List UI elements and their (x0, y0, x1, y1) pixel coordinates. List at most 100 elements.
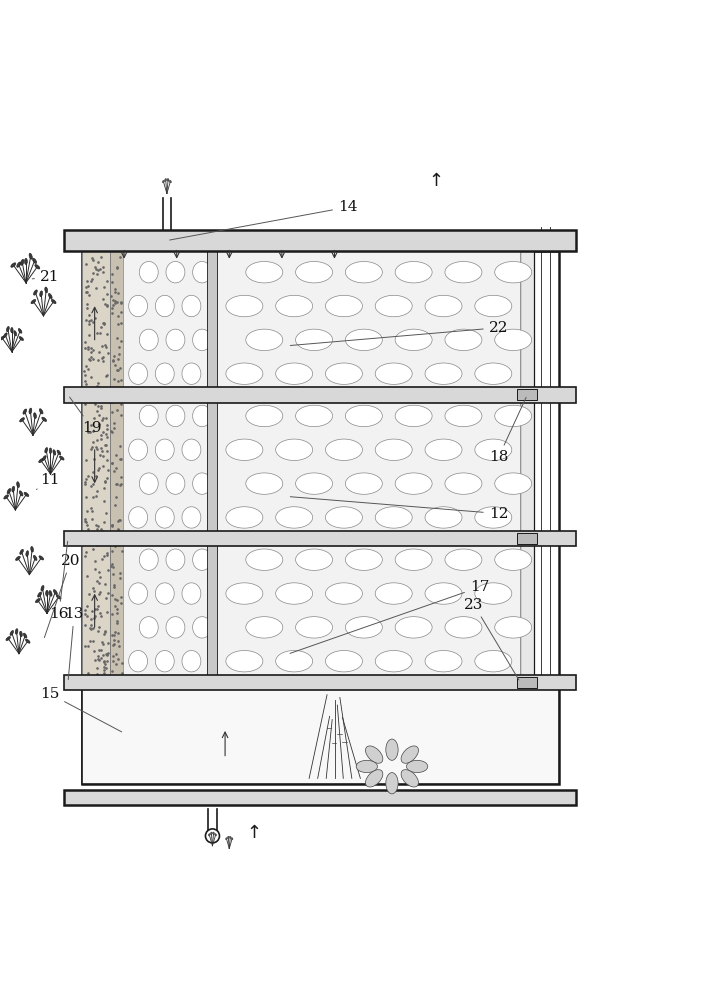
Point (82, 300, 93, 316)
Point (95, 400, 106, 416)
Ellipse shape (129, 507, 148, 528)
Ellipse shape (208, 834, 210, 836)
Point (80, 279, 92, 295)
Ellipse shape (182, 507, 201, 528)
Ellipse shape (495, 473, 532, 494)
Point (114, 565, 125, 581)
Point (107, 292, 118, 308)
Point (79, 367, 90, 383)
Point (99, 473, 111, 489)
Ellipse shape (296, 549, 332, 570)
Point (108, 353, 119, 369)
Point (94, 569, 106, 585)
Point (83, 327, 94, 343)
Point (115, 304, 127, 320)
Point (107, 566, 118, 582)
Point (106, 517, 118, 533)
Point (106, 663, 118, 679)
Ellipse shape (425, 363, 462, 384)
Bar (65, 230, 577, 251)
Ellipse shape (4, 495, 8, 499)
Point (87, 620, 99, 636)
Point (97, 448, 108, 464)
Point (93, 352, 104, 368)
Point (99, 437, 111, 453)
Point (112, 601, 123, 617)
Text: ↑: ↑ (246, 824, 261, 842)
Point (88, 252, 99, 268)
Point (80, 376, 92, 392)
Point (111, 259, 122, 275)
Ellipse shape (182, 363, 201, 384)
Bar (82, 251, 110, 395)
Point (100, 474, 111, 490)
Ellipse shape (325, 295, 363, 317)
Point (83, 287, 94, 303)
Ellipse shape (193, 329, 211, 351)
Point (106, 587, 118, 603)
Point (106, 423, 117, 439)
Point (108, 577, 120, 593)
Point (87, 580, 99, 596)
Point (102, 645, 113, 661)
Point (82, 503, 93, 519)
Point (98, 523, 109, 539)
Point (110, 489, 121, 505)
Point (116, 665, 127, 681)
Point (89, 392, 100, 408)
Ellipse shape (296, 261, 332, 283)
Ellipse shape (386, 773, 398, 794)
Ellipse shape (375, 650, 413, 672)
Point (89, 583, 100, 599)
Point (92, 521, 103, 537)
Point (101, 326, 113, 342)
Ellipse shape (395, 549, 432, 570)
Ellipse shape (25, 639, 30, 643)
Ellipse shape (495, 329, 532, 351)
Ellipse shape (53, 450, 56, 455)
Point (115, 477, 126, 493)
Ellipse shape (45, 448, 48, 453)
Ellipse shape (226, 583, 263, 604)
Point (99, 659, 110, 675)
Bar (520, 251, 534, 682)
Point (115, 570, 126, 586)
Point (85, 349, 96, 365)
Ellipse shape (246, 473, 283, 494)
Point (85, 340, 96, 356)
Point (106, 424, 118, 440)
Point (115, 391, 127, 407)
Point (101, 273, 113, 289)
Ellipse shape (29, 253, 32, 259)
Ellipse shape (346, 261, 382, 283)
Ellipse shape (6, 637, 11, 641)
Point (97, 353, 108, 369)
Ellipse shape (445, 549, 482, 570)
Point (115, 381, 127, 397)
Point (101, 298, 113, 314)
Ellipse shape (23, 409, 27, 414)
Point (85, 344, 96, 360)
Point (116, 655, 127, 671)
Ellipse shape (193, 405, 211, 427)
Ellipse shape (365, 770, 383, 787)
Point (80, 602, 91, 618)
Bar (110, 395, 122, 539)
Point (86, 511, 97, 527)
Point (111, 260, 122, 276)
Ellipse shape (17, 482, 20, 488)
Point (89, 643, 100, 659)
Point (110, 281, 121, 297)
Point (93, 344, 104, 360)
Ellipse shape (39, 556, 44, 560)
Text: 15: 15 (40, 687, 122, 732)
Point (101, 421, 113, 437)
Ellipse shape (296, 405, 332, 427)
Point (93, 262, 104, 278)
Point (107, 637, 118, 653)
Point (90, 439, 101, 455)
Point (101, 410, 112, 426)
Point (96, 338, 107, 354)
Ellipse shape (182, 295, 201, 317)
Ellipse shape (276, 507, 313, 528)
